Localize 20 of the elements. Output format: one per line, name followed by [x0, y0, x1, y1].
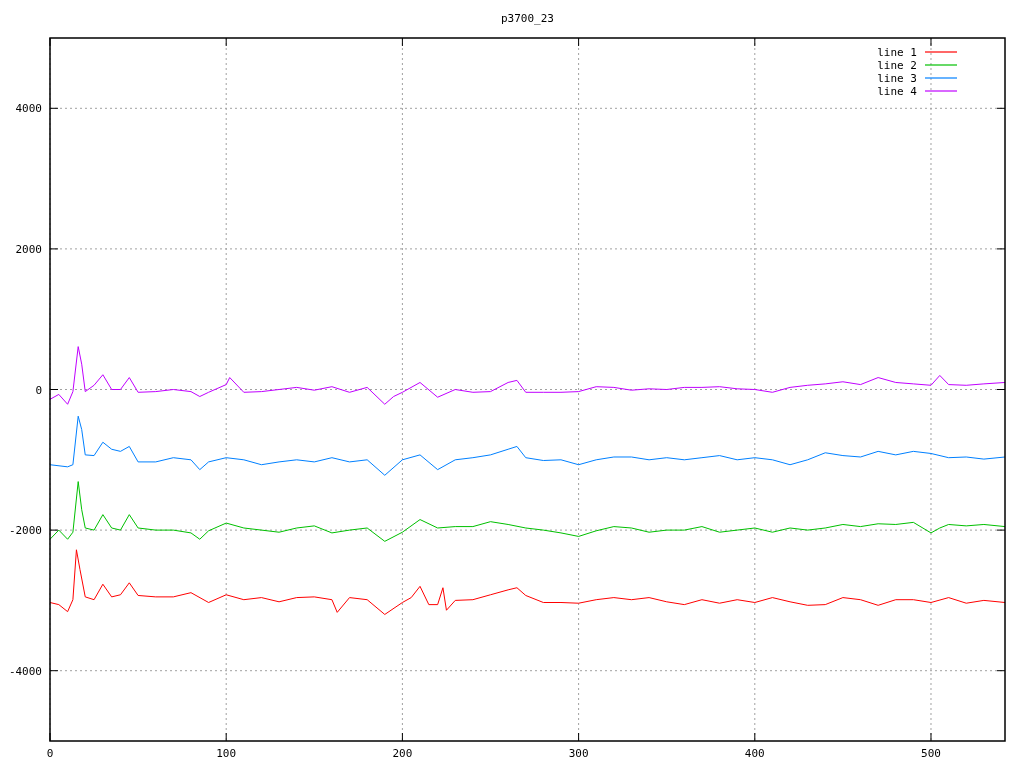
legend-label: line 1 — [877, 46, 917, 59]
legend-label: line 3 — [877, 72, 917, 85]
legend-label: line 2 — [877, 59, 917, 72]
y-tick-label: 4000 — [15, 102, 42, 116]
line-series — [49, 415, 1006, 476]
chart-title: p3700_23 — [501, 12, 554, 25]
legend-label: line 4 — [877, 85, 918, 98]
y-tick-label: 0 — [35, 383, 42, 397]
line-series — [49, 549, 1006, 615]
x-tick-label: 500 — [921, 747, 941, 760]
x-tick-label: 400 — [744, 747, 765, 760]
x-tick-label: 100 — [216, 747, 237, 760]
y-tick-label: 2000 — [15, 242, 42, 256]
line-series — [49, 346, 1006, 405]
x-tick-label: 300 — [568, 747, 589, 760]
y-tick-label: -4000 — [8, 664, 42, 678]
x-tick-label: 0 — [46, 747, 54, 760]
line-series — [49, 481, 1006, 542]
x-tick-label: 200 — [392, 747, 413, 760]
y-tick-label: -2000 — [8, 524, 42, 538]
